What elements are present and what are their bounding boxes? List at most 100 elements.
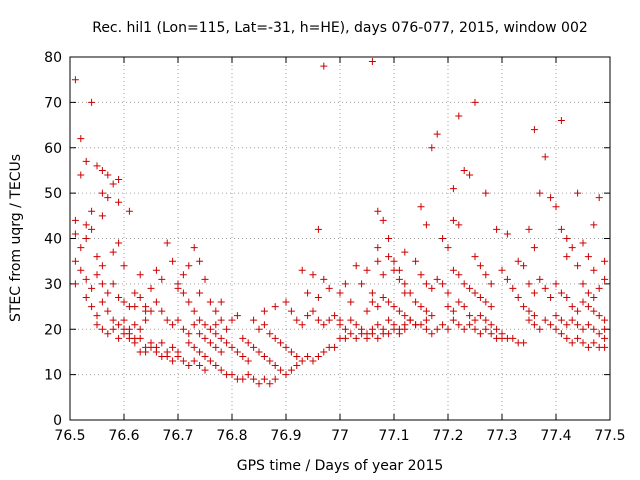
data-point <box>471 316 479 324</box>
data-point <box>471 253 479 261</box>
data-point <box>557 330 565 338</box>
data-point <box>196 330 204 338</box>
data-point <box>174 284 182 292</box>
x-tick-label: 77.4 <box>540 428 571 444</box>
data-point <box>487 330 495 338</box>
data-point <box>601 316 609 324</box>
data-point <box>206 357 214 365</box>
data-point <box>98 280 106 288</box>
data-point <box>77 266 85 274</box>
data-point <box>449 307 457 315</box>
x-tick-label: 77.3 <box>486 428 517 444</box>
data-point <box>120 316 128 324</box>
chart-title: Rec. hil1 (Lon=115, Lat=-31, h=HE), days… <box>92 20 588 36</box>
data-point <box>574 321 582 329</box>
data-point <box>547 321 555 329</box>
data-point <box>287 366 295 374</box>
data-point <box>460 280 468 288</box>
data-point <box>239 334 247 342</box>
data-point <box>190 321 198 329</box>
data-point <box>471 289 479 297</box>
data-point <box>82 157 90 165</box>
data-point <box>347 298 355 306</box>
data-point <box>142 316 150 324</box>
data-point <box>228 371 236 379</box>
data-point <box>530 321 538 329</box>
data-point <box>379 293 387 301</box>
data-point <box>395 330 403 338</box>
data-point <box>536 189 544 197</box>
data-point <box>444 303 452 311</box>
data-point <box>104 330 112 338</box>
data-point <box>406 316 414 324</box>
data-point <box>433 325 441 333</box>
data-point <box>390 257 398 265</box>
data-point <box>449 266 457 274</box>
data-point <box>271 303 279 311</box>
data-point <box>147 343 155 351</box>
data-point <box>401 280 409 288</box>
data-point <box>574 262 582 270</box>
data-point <box>368 289 376 297</box>
data-point <box>476 293 484 301</box>
data-point <box>460 325 468 333</box>
data-point <box>466 312 474 320</box>
data-point <box>568 244 576 252</box>
data-point <box>412 257 420 265</box>
data-point <box>374 207 382 215</box>
data-point <box>88 303 96 311</box>
data-point <box>201 321 209 329</box>
data-point <box>320 348 328 356</box>
data-point <box>120 298 128 306</box>
data-point <box>574 189 582 197</box>
data-point <box>385 316 393 324</box>
data-point <box>109 280 117 288</box>
data-point <box>601 257 609 265</box>
data-point <box>142 348 150 356</box>
data-point <box>406 289 414 297</box>
data-point <box>466 284 474 292</box>
data-point <box>136 271 144 279</box>
data-point <box>115 198 123 206</box>
data-point <box>115 293 123 301</box>
data-point <box>374 303 382 311</box>
data-point <box>422 307 430 315</box>
data-point <box>439 280 447 288</box>
data-point <box>455 271 463 279</box>
data-point <box>196 257 204 265</box>
x-tick-label: 77.2 <box>432 428 463 444</box>
data-point <box>115 176 123 184</box>
data-point <box>201 366 209 374</box>
data-point <box>190 343 198 351</box>
data-point <box>536 275 544 283</box>
data-point <box>163 352 171 360</box>
data-point <box>82 275 90 283</box>
data-point <box>271 375 279 383</box>
data-point <box>131 321 139 329</box>
data-point <box>260 307 268 315</box>
data-point <box>498 330 506 338</box>
data-point <box>525 307 533 315</box>
data-point <box>590 325 598 333</box>
data-point <box>152 298 160 306</box>
data-point <box>439 235 447 242</box>
data-point <box>530 312 538 320</box>
data-point <box>169 257 177 265</box>
data-point <box>547 293 555 301</box>
data-point <box>417 303 425 311</box>
data-point <box>444 325 452 333</box>
data-point <box>476 330 484 338</box>
data-point <box>88 284 96 292</box>
data-point <box>169 357 177 365</box>
data-point <box>325 316 333 324</box>
y-tick-label: 20 <box>44 322 62 338</box>
data-point <box>255 380 263 388</box>
data-point <box>498 266 506 274</box>
data-point <box>336 321 344 329</box>
data-point <box>98 212 106 220</box>
data-point <box>374 244 382 252</box>
data-point <box>298 266 306 274</box>
y-tick-label: 80 <box>44 50 62 66</box>
data-point <box>455 221 463 229</box>
data-point <box>255 348 263 356</box>
